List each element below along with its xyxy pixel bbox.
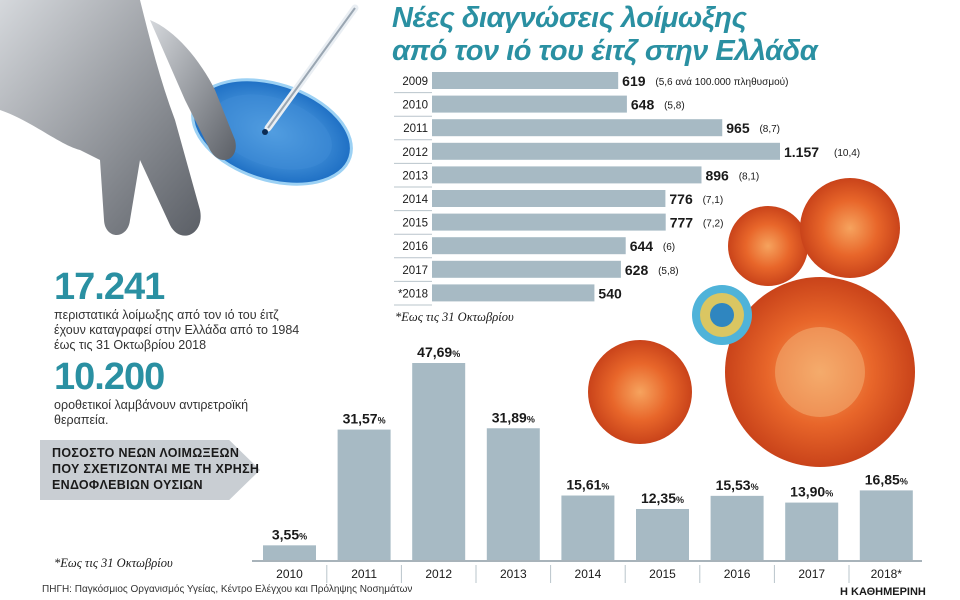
brand-logo-text: Η ΚΑΘΗΜΕΡΙΝΗ (840, 586, 926, 598)
hbar-rate-label: (10,4) (834, 148, 860, 159)
vbar-year-label: 2012 (425, 567, 452, 581)
hbar-bar (432, 72, 619, 89)
hbar-year-label: *2018 (398, 288, 428, 300)
chart-title-line1: Νέες διαγνώσεις λοίμωξης (392, 2, 747, 34)
vbar-value-label: 31,57% (343, 411, 386, 427)
hbar-value-label: 644 (630, 238, 654, 254)
treatment-number: 10.200 (54, 356, 165, 398)
banner-line2: ΠΟΥ ΣΧΕΤΙΖΟΝΤΑΙ ΜΕ ΤΗ ΧΡΗΣΗ (52, 462, 260, 476)
vbar-bar (486, 428, 540, 560)
vbar-value-label: 16,85% (865, 471, 908, 487)
vbar-value-label: 47,69% (417, 344, 460, 360)
hbar-rate-label: (5,8) (664, 101, 685, 112)
hbar-year-label: 2016 (402, 241, 428, 253)
treatment-text-line2: θεραπεία. (54, 413, 109, 427)
hbar-value-label: 776 (669, 191, 693, 207)
hbar-bar (432, 142, 780, 160)
virus-cells-illustration (588, 178, 915, 467)
vbar-year-label: 2015 (649, 567, 676, 581)
banner-line3: ΕΝΔΟΦΛΕΒΙΩΝ ΟΥΣΙΩΝ (52, 478, 203, 492)
total-cases-text-line2: έχουν καταγραφεί στην Ελλάδα από το 1984 (54, 323, 300, 337)
hbar-year-label: 2017 (402, 265, 428, 277)
vbar-year-label: 2010 (276, 567, 303, 581)
footnote-bottom: *Εως τις 31 Οκτωβρίου (54, 556, 173, 570)
vbar-year-label: 2016 (724, 567, 751, 581)
hbar-rate-label: (8,7) (759, 124, 780, 135)
banner-line1: ΠΟΣΟΣΤΟ ΝΕΩΝ ΛΟΙΜΩΞΕΩΝ (52, 446, 240, 460)
hbar-year-label: 2010 (402, 100, 428, 112)
vbar-bar (710, 495, 764, 560)
hbar-year-label: 2014 (402, 194, 428, 206)
hbar-value-label: 1.157 (784, 144, 819, 160)
vbar-value-label: 31,89% (492, 409, 535, 425)
vbar-bar (859, 490, 913, 560)
hbar-value-label: 648 (631, 97, 655, 113)
hbar-year-label: 2015 (402, 218, 428, 230)
vbar-bar (636, 508, 689, 560)
hbar-value-label: 896 (705, 167, 729, 183)
vbar-bar (785, 502, 839, 560)
total-cases-text-line3: έως τις 31 Οκτωβρίου 2018 (54, 338, 207, 352)
chart-title: Νέες διαγνώσεις λοίμωξης από τον ιό του … (392, 2, 832, 68)
vbar-value-label: 3,55% (272, 526, 307, 542)
hbar-bar (432, 166, 702, 184)
vbar-year-label: 2013 (500, 567, 527, 581)
hbar-year-label: 2012 (402, 147, 428, 159)
total-cases-text: περιστατικά λοίμωξης από τον ιό του έιτζ… (54, 308, 324, 353)
vbar-year-label: 2011 (351, 567, 377, 581)
hbar-bar (432, 260, 621, 278)
treatment-text-line1: οροθετικοί λαμβάνουν αντιρετροϊκή (54, 398, 249, 412)
vbar-bar (561, 495, 615, 560)
horizontal-bar-chart: 2009 619 (5,6 ανά 100.000 πληθυσμού) 2010 64… (394, 72, 860, 306)
hbar-bar (432, 95, 627, 113)
footnote-top: *Εως τις 31 Οκτωβρίου (395, 310, 514, 324)
hbar-value-label: 619 (622, 73, 646, 89)
hbar-rate-label: (5,8) (658, 266, 679, 277)
vbar-year-label: 2017 (798, 567, 825, 581)
vbar-value-label: 15,53% (716, 477, 759, 493)
treatment-text: οροθετικοί λαμβάνουν αντιρετροϊκή θεραπε… (54, 398, 324, 428)
source-text: ΠΗΓΗ: Παγκόσμιος Οργανισμός Υγείας, Κέντ… (42, 584, 413, 595)
vbar-year-label: 2014 (575, 567, 602, 581)
hbar-value-label: 965 (726, 120, 750, 136)
vbar-year-label: 2018* (871, 567, 903, 581)
vbar-bar (263, 545, 316, 560)
vbar-bar (412, 363, 466, 560)
hbar-bar (432, 237, 626, 255)
hbar-value-label: 540 (598, 285, 622, 301)
hbar-rate-label: (7,1) (703, 195, 724, 206)
vbar-bar (337, 429, 391, 560)
hbar-year-label: 2011 (403, 123, 428, 135)
hbar-bar (432, 190, 666, 207)
total-cases-number: 17.241 (54, 266, 165, 308)
hbar-bar (432, 119, 723, 137)
vbar-value-label: 13,90% (790, 484, 833, 500)
hbar-value-label: 628 (625, 262, 649, 278)
total-cases-text-line1: περιστατικά λοίμωξης από τον ιό του έιτζ (54, 308, 279, 322)
hbar-bar (432, 213, 666, 231)
hbar-bar (432, 284, 595, 302)
hbar-year-label: 2013 (402, 170, 428, 182)
hbar-year-label: 2009 (402, 76, 428, 88)
hbar-value-label: 777 (670, 215, 694, 231)
banner-arrow (40, 440, 260, 500)
chart-title-line2: από τον ιό του έιτζ στην Ελλάδα (392, 35, 818, 67)
hbar-rate-label: (6) (663, 242, 675, 253)
hbar-rate-label: (8,1) (739, 171, 760, 182)
hand-pipette-illustration (0, 0, 359, 236)
vertical-bar-chart: 3,55% 2010 31,57% 2011 47,69% 2012 31,89% 2013 1… (252, 344, 922, 583)
vbar-value-label: 12,35% (641, 490, 684, 506)
hbar-rate-label: (5,6 ανά 100.000 πληθυσμού) (655, 76, 788, 88)
vbar-value-label: 15,61% (566, 477, 609, 493)
hbar-rate-label: (7,2) (703, 219, 724, 230)
